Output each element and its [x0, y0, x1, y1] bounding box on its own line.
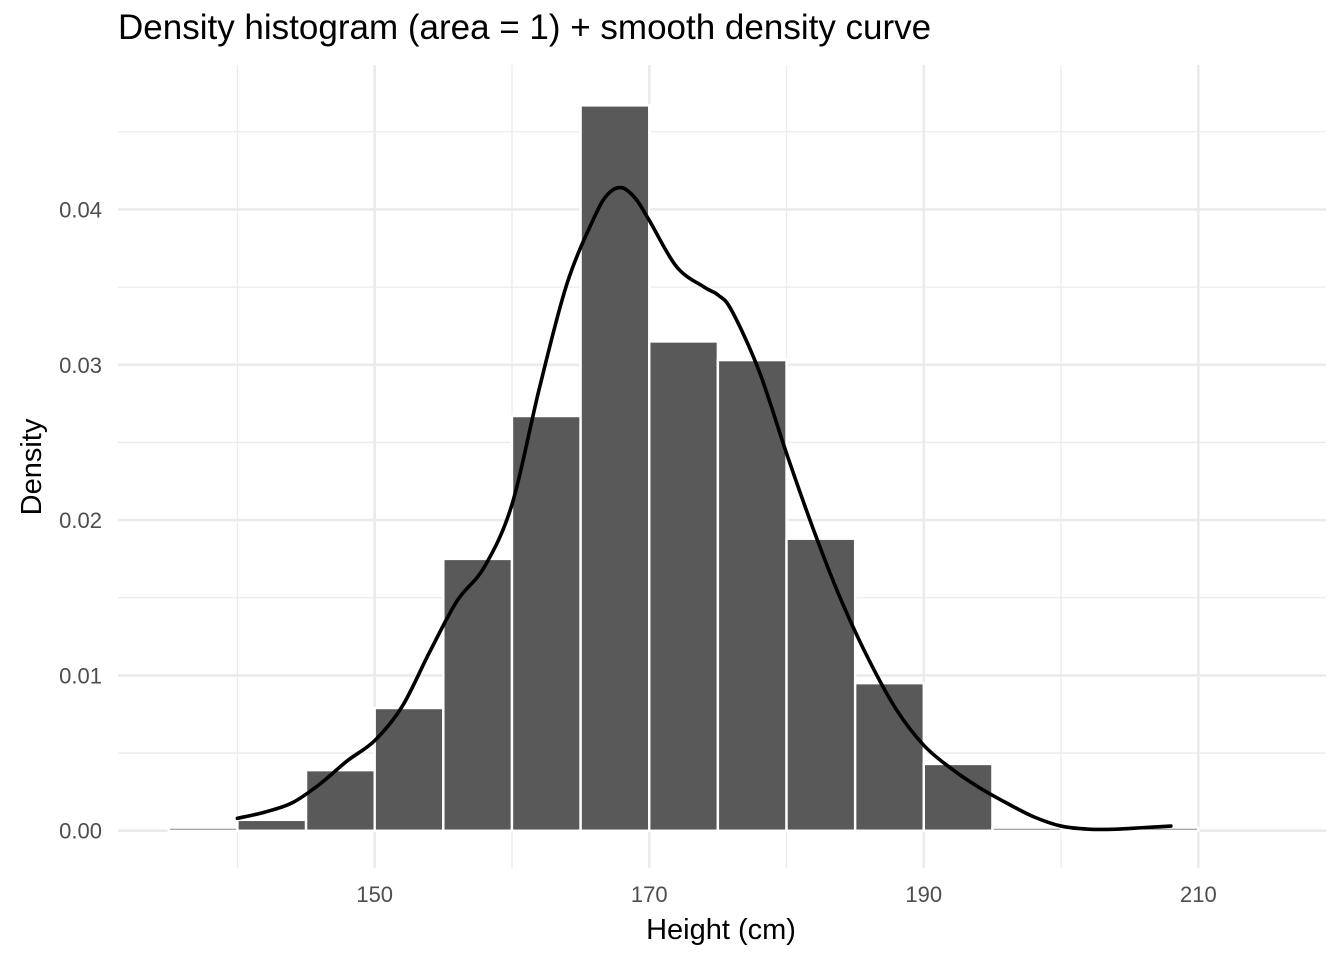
chart-title: Density histogram (area = 1) + smooth de… — [118, 8, 932, 47]
y-tick-label: 0.01 — [59, 663, 102, 688]
x-axis-ticks: 150 170 190 210 — [356, 882, 1216, 907]
histogram-bar — [167, 826, 239, 832]
y-tick-label: 0.04 — [59, 197, 102, 222]
y-tick-label: 0.00 — [59, 819, 102, 844]
density-curve — [235, 185, 1173, 832]
histogram-bar — [579, 104, 651, 832]
histogram-bar — [442, 557, 514, 832]
histogram-bar — [648, 340, 720, 832]
x-tick-label: 190 — [905, 882, 942, 907]
y-tick-label: 0.02 — [59, 508, 102, 533]
histogram-bar — [716, 358, 788, 832]
histogram-bar — [304, 768, 376, 832]
histogram-bar — [236, 818, 308, 832]
histogram-bars — [167, 104, 1200, 833]
histogram-bar — [922, 762, 994, 832]
y-axis-title: Density — [16, 418, 48, 515]
histogram-bar — [853, 681, 925, 832]
x-tick-label: 150 — [356, 882, 393, 907]
y-axis-ticks: 0.00 0.01 0.02 0.03 0.04 — [59, 197, 102, 843]
x-axis-title: Height (cm) — [646, 914, 796, 946]
density-curve-layer — [235, 185, 1173, 832]
histogram-bar — [510, 414, 582, 832]
histogram-bar — [373, 706, 445, 832]
x-tick-label: 210 — [1180, 882, 1217, 907]
y-tick-label: 0.03 — [59, 353, 102, 378]
histogram-bar — [991, 826, 1063, 832]
histogram-bar — [785, 537, 857, 832]
x-tick-label: 170 — [631, 882, 668, 907]
